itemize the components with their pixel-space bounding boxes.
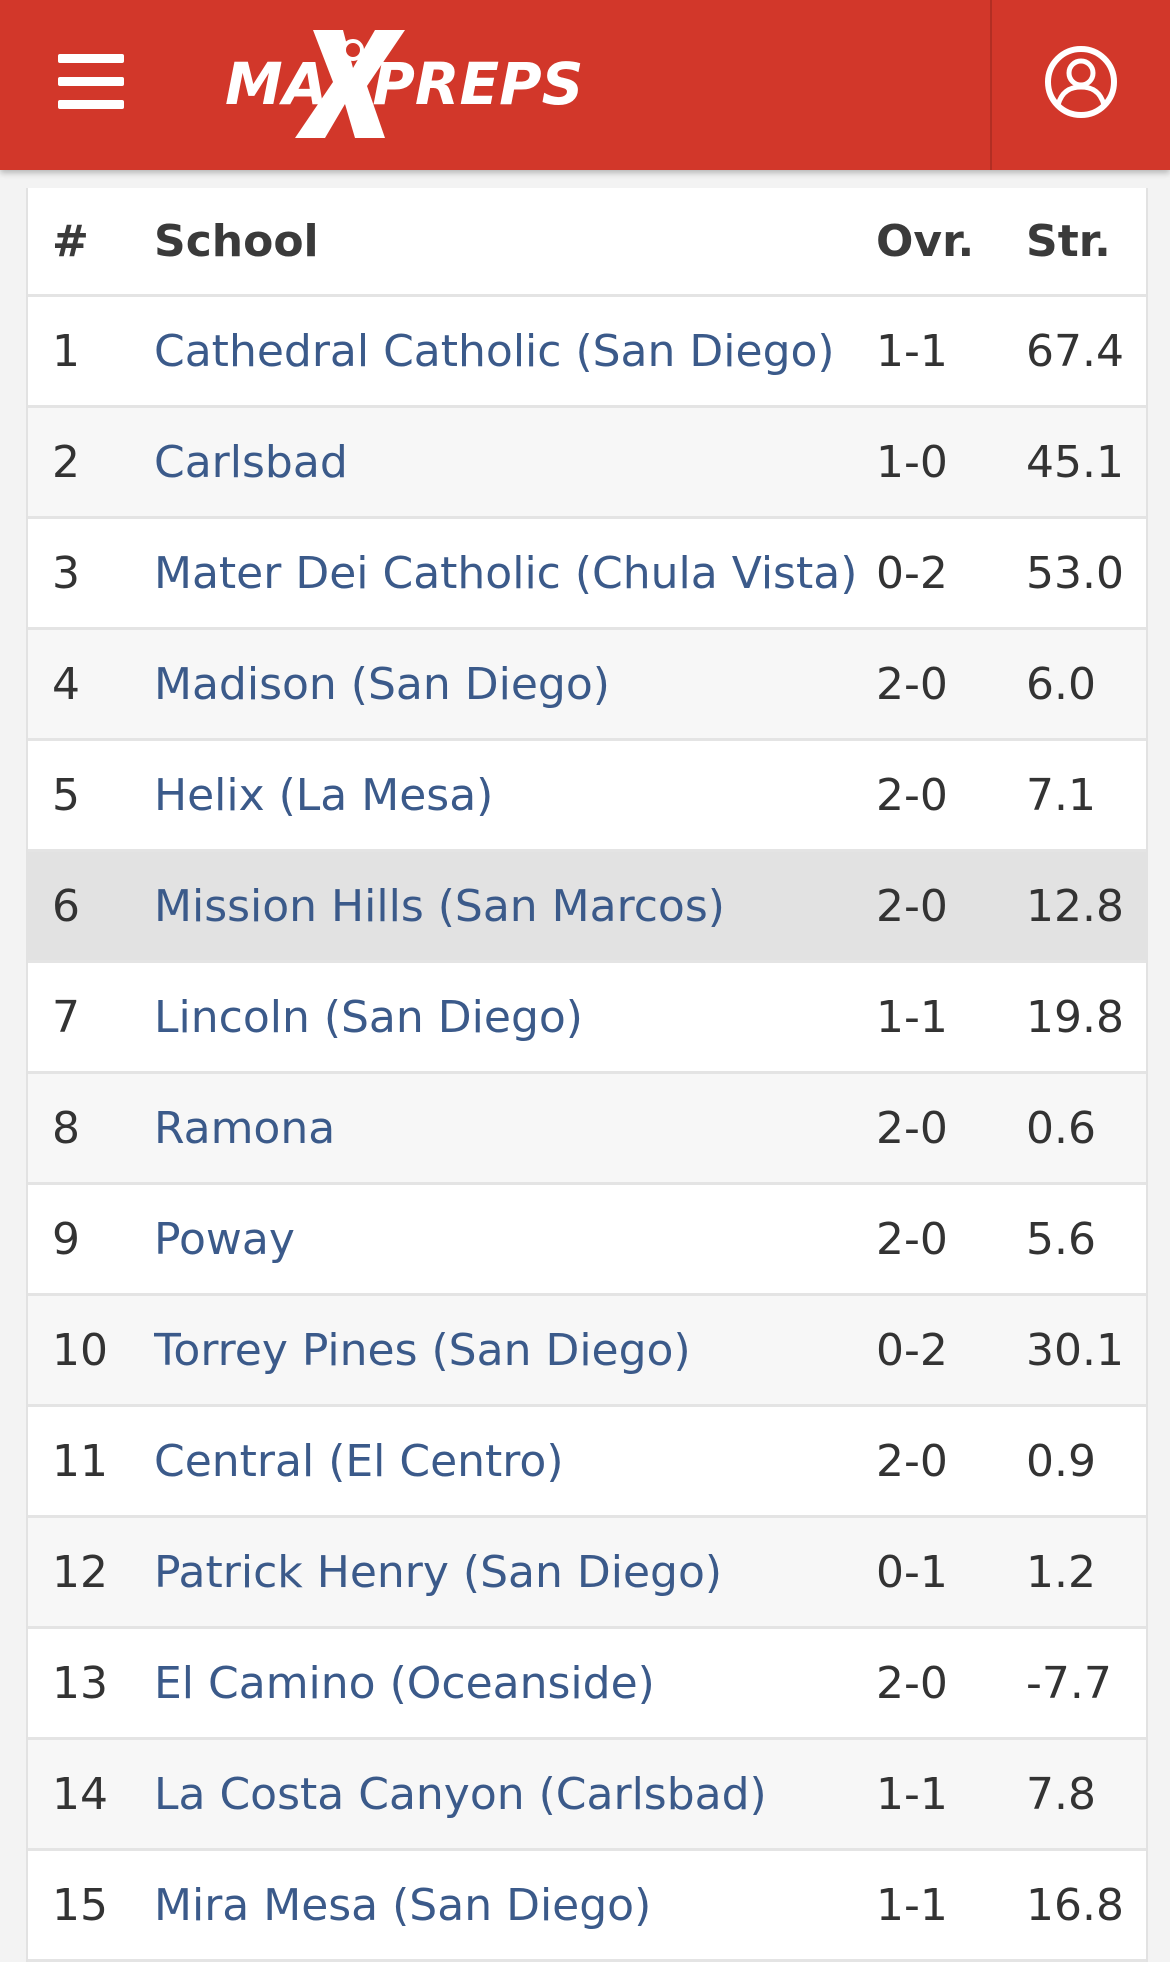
user-profile-icon[interactable]: [1044, 45, 1118, 119]
school-link[interactable]: Lincoln (San Diego): [154, 991, 583, 1043]
table-row-highlighted: 6 Mission Hills (San Marcos) 2-0 12.8: [28, 850, 1146, 963]
school-link[interactable]: Madison (San Diego): [154, 658, 610, 710]
table-row: 8 Ramona 2-0 0.6: [28, 1072, 1146, 1185]
rank-cell: 10: [28, 1294, 154, 1407]
table-row: 9 Poway 2-0 5.6: [28, 1183, 1146, 1296]
rank-cell: 11: [28, 1405, 154, 1518]
svg-text:MAXPREPS: MAXPREPS: [225, 50, 583, 118]
overall-record-cell: 2-0: [876, 850, 1026, 963]
table-row: 10 Torrey Pines (San Diego) 0-2 30.1: [28, 1294, 1146, 1407]
app-header: MAXPREPS: [0, 0, 1170, 170]
school-link[interactable]: Cathedral Catholic (San Diego): [154, 325, 835, 377]
overall-record-cell: 0-2: [876, 1294, 1026, 1407]
rank-cell: 9: [28, 1183, 154, 1296]
strength-cell: 67.4: [1026, 295, 1146, 408]
school-link[interactable]: Patrick Henry (San Diego): [154, 1546, 723, 1598]
school-link[interactable]: Helix (La Mesa): [154, 769, 494, 821]
column-header-school: School: [154, 188, 876, 297]
table-header-row: # School Ovr. Str.: [28, 188, 1146, 297]
table-row: 3 Mater Dei Catholic (Chula Vista) 0-2 5…: [28, 517, 1146, 630]
school-link[interactable]: La Costa Canyon (Carlsbad): [154, 1768, 767, 1820]
hamburger-menu-icon[interactable]: [58, 54, 124, 110]
school-link[interactable]: Central (El Centro): [154, 1435, 564, 1487]
rank-cell: 1: [28, 295, 154, 408]
header-divider: [990, 0, 992, 170]
rank-cell: 3: [28, 517, 154, 630]
column-header-strength: Str.: [1026, 188, 1146, 297]
school-link[interactable]: Mira Mesa (San Diego): [154, 1879, 652, 1931]
maxpreps-logo[interactable]: MAXPREPS: [225, 28, 585, 140]
strength-cell: 6.0: [1026, 628, 1146, 741]
overall-record-cell: 0-1: [876, 1516, 1026, 1629]
school-link[interactable]: Ramona: [154, 1102, 336, 1154]
strength-cell: 53.0: [1026, 517, 1146, 630]
overall-record-cell: 2-0: [876, 1627, 1026, 1740]
rank-cell: 5: [28, 739, 154, 852]
overall-record-cell: 1-1: [876, 295, 1026, 408]
rank-cell: 12: [28, 1516, 154, 1629]
strength-cell: 30.1: [1026, 1294, 1146, 1407]
table-row: 1 Cathedral Catholic (San Diego) 1-1 67.…: [28, 295, 1146, 408]
rank-cell: 15: [28, 1849, 154, 1962]
column-header-rank: #: [28, 188, 154, 297]
table-row: 4 Madison (San Diego) 2-0 6.0: [28, 628, 1146, 741]
rank-cell: 8: [28, 1072, 154, 1185]
rank-cell: 2: [28, 406, 154, 519]
table-row: 7 Lincoln (San Diego) 1-1 19.8: [28, 961, 1146, 1074]
overall-record-cell: 2-0: [876, 1405, 1026, 1518]
school-link[interactable]: Torrey Pines (San Diego): [154, 1324, 691, 1376]
table-row: 13 El Camino (Oceanside) 2-0 -7.7: [28, 1627, 1146, 1740]
overall-record-cell: 0-2: [876, 517, 1026, 630]
rank-cell: 4: [28, 628, 154, 741]
school-link[interactable]: Carlsbad: [154, 436, 348, 488]
strength-cell: 1.2: [1026, 1516, 1146, 1629]
maxpreps-logo-graphic: MAXPREPS: [225, 30, 583, 138]
strength-cell: -7.7: [1026, 1627, 1146, 1740]
overall-record-cell: 1-1: [876, 1738, 1026, 1851]
school-link[interactable]: Poway: [154, 1213, 295, 1265]
school-link[interactable]: El Camino (Oceanside): [154, 1657, 655, 1709]
overall-record-cell: 2-0: [876, 628, 1026, 741]
strength-cell: 19.8: [1026, 961, 1146, 1074]
strength-cell: 7.1: [1026, 739, 1146, 852]
table-row: 12 Patrick Henry (San Diego) 0-1 1.2: [28, 1516, 1146, 1629]
strength-cell: 12.8: [1026, 850, 1146, 963]
rank-cell: 14: [28, 1738, 154, 1851]
overall-record-cell: 2-0: [876, 1072, 1026, 1185]
table-row: 2 Carlsbad 1-0 45.1: [28, 406, 1146, 519]
school-link[interactable]: Mater Dei Catholic (Chula Vista): [154, 547, 858, 599]
strength-cell: 16.8: [1026, 1849, 1146, 1962]
strength-cell: 5.6: [1026, 1183, 1146, 1296]
table-row: 14 La Costa Canyon (Carlsbad) 1-1 7.8: [28, 1738, 1146, 1851]
rank-cell: 7: [28, 961, 154, 1074]
rank-cell: 6: [28, 850, 154, 963]
strength-cell: 7.8: [1026, 1738, 1146, 1851]
rank-cell: 13: [28, 1627, 154, 1740]
school-link[interactable]: Mission Hills (San Marcos): [154, 880, 725, 932]
table-row: 5 Helix (La Mesa) 2-0 7.1: [28, 739, 1146, 852]
rankings-table: # School Ovr. Str. 1 Cathedral Catholic …: [26, 188, 1148, 1962]
overall-record-cell: 2-0: [876, 1183, 1026, 1296]
overall-record-cell: 1-0: [876, 406, 1026, 519]
strength-cell: 0.6: [1026, 1072, 1146, 1185]
strength-cell: 45.1: [1026, 406, 1146, 519]
overall-record-cell: 2-0: [876, 739, 1026, 852]
strength-cell: 0.9: [1026, 1405, 1146, 1518]
column-header-overall: Ovr.: [876, 188, 1026, 297]
table-row: 11 Central (El Centro) 2-0 0.9: [28, 1405, 1146, 1518]
overall-record-cell: 1-1: [876, 961, 1026, 1074]
